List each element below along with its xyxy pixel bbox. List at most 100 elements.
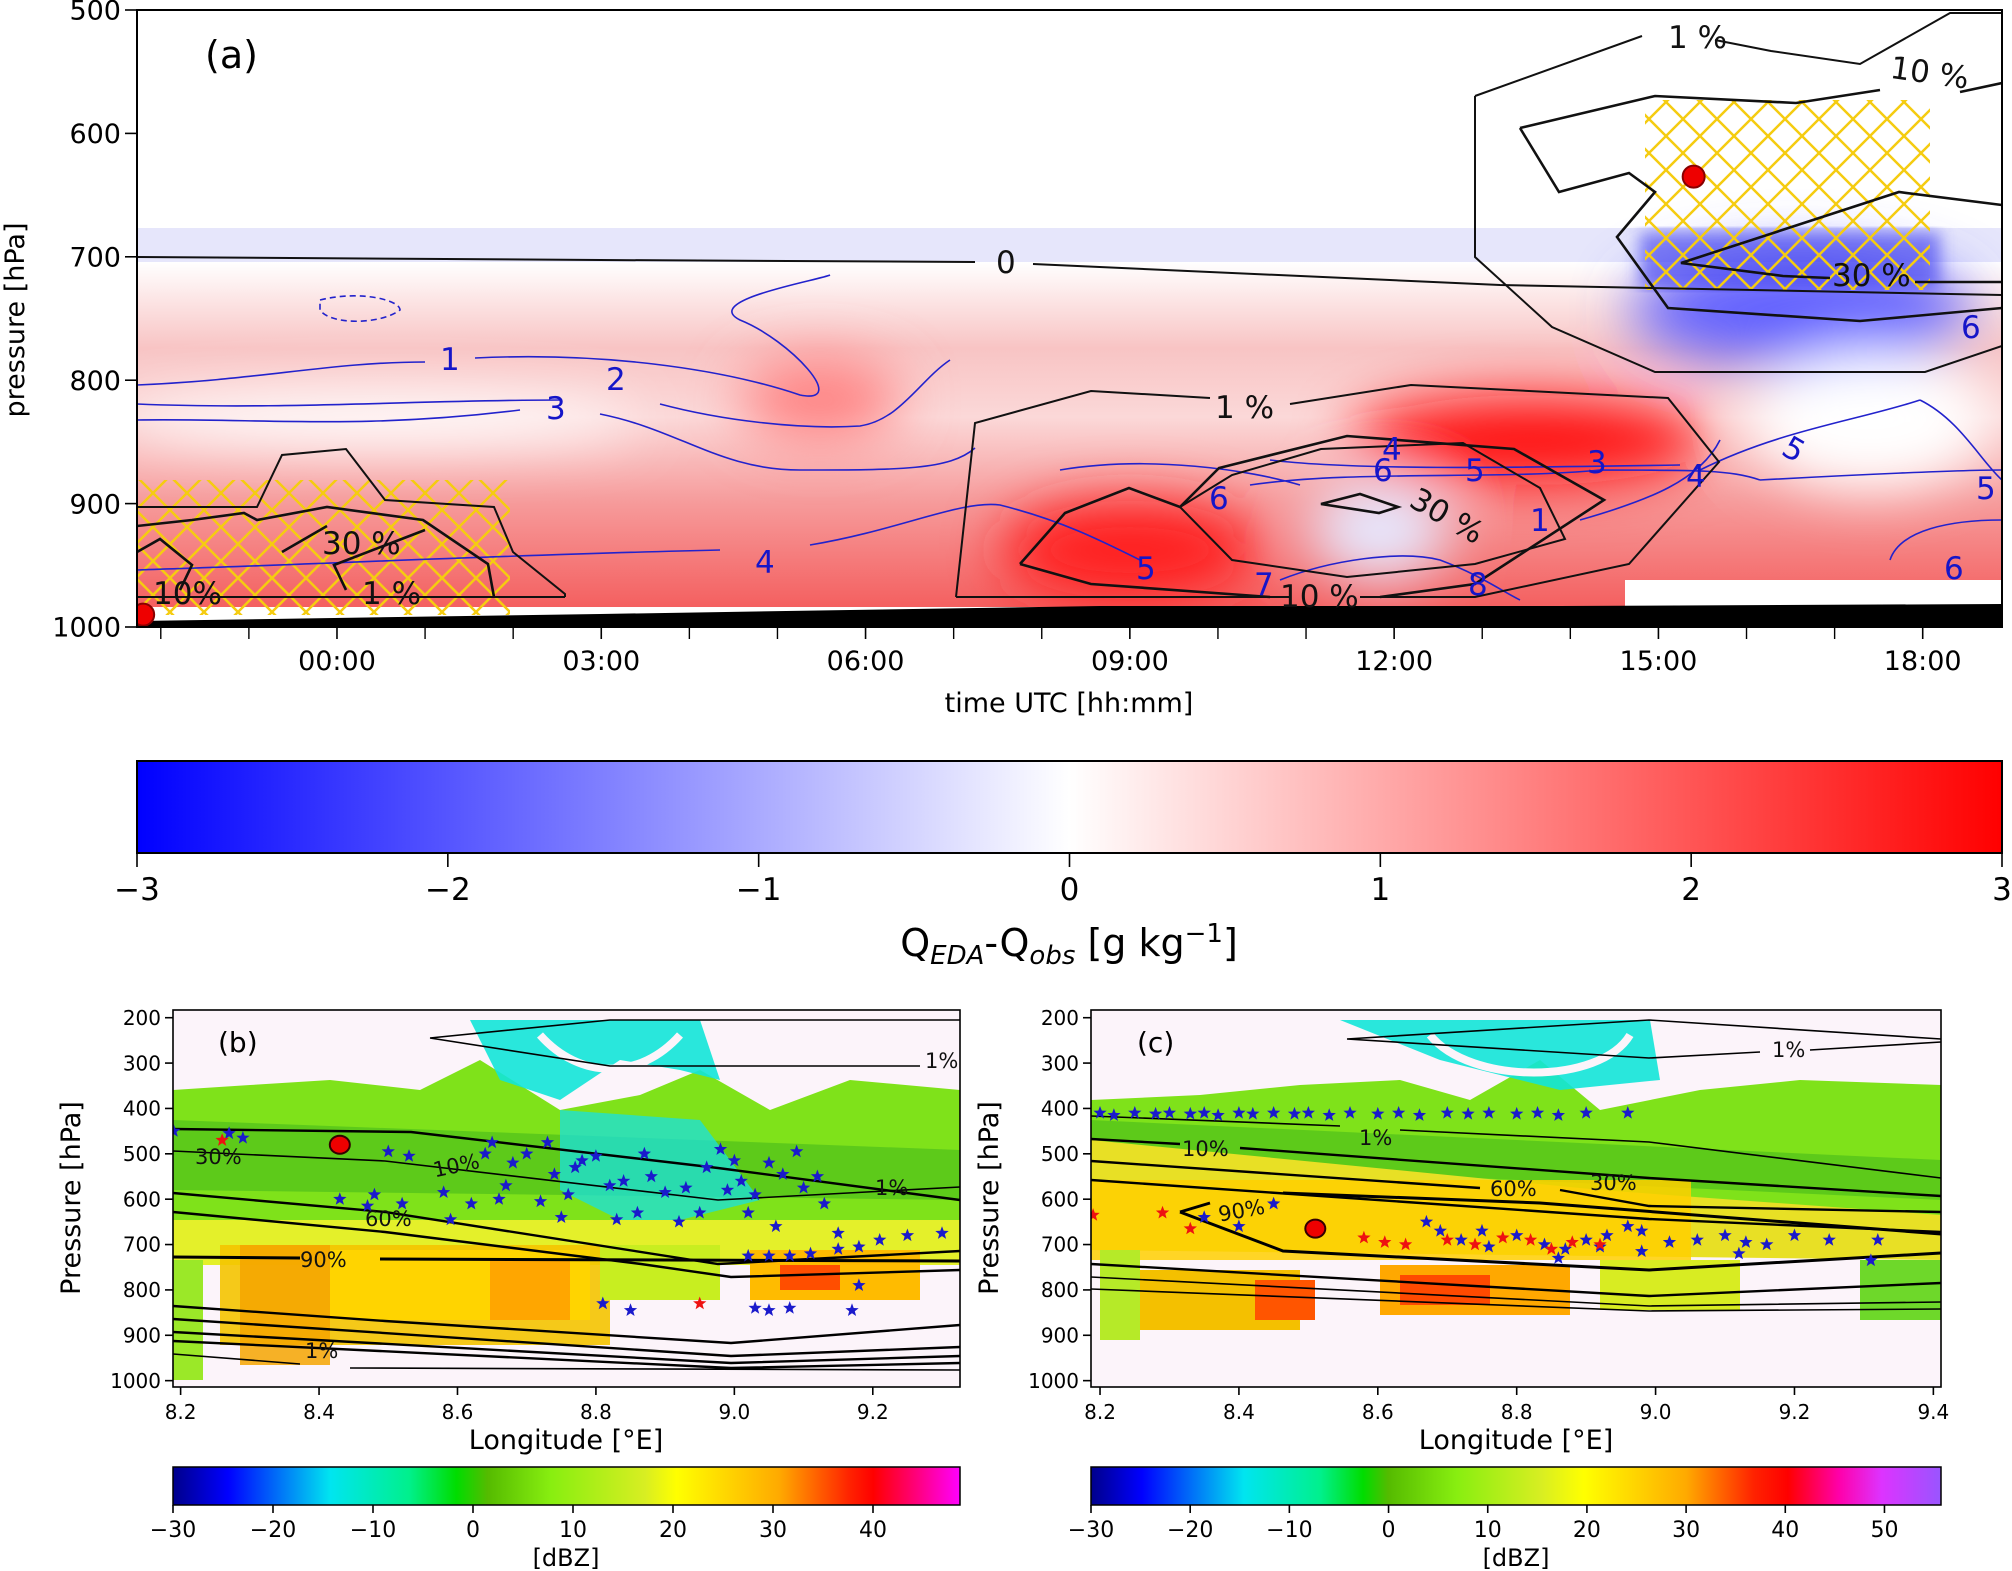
blue-star-marker — [520, 1146, 534, 1160]
blue-star-marker — [783, 1301, 797, 1314]
panel-a-axes: 00:00 03:00 06:00 09:00 12:00 15:00 18:0050060… — [52, 0, 1961, 677]
blue-star-marker — [360, 1199, 375, 1212]
contour-label: 1% — [875, 1176, 908, 1200]
y-tick-label: 900 — [1041, 1323, 1079, 1347]
contour-label: 30% — [195, 1145, 242, 1169]
blue-star-marker — [1343, 1106, 1357, 1119]
colorbar-c-ticks: −30 −20 −10 0 10 20 30 40 50 — [1068, 1505, 1898, 1543]
colorbar-tick-label: 3 — [1992, 872, 2012, 908]
blue-star-marker — [845, 1303, 859, 1316]
x-tick-label: 00:00 — [298, 646, 376, 677]
colorbar-c-label: [dBZ] — [1483, 1544, 1550, 1571]
colorbar-tick-label: −30 — [1068, 1518, 1114, 1543]
blue-star-marker — [596, 1296, 610, 1310]
blue-star-marker — [540, 1135, 555, 1149]
blue-star-marker — [679, 1180, 693, 1194]
colorbar-tick-label: 40 — [1771, 1518, 1799, 1543]
contour-label: 10% — [153, 576, 222, 612]
blue-star-marker — [1635, 1223, 1649, 1237]
blue-star-marker — [748, 1301, 762, 1314]
blue-star-marker — [333, 1192, 347, 1205]
x-tick-label: 9.4 — [1917, 1400, 1949, 1424]
blue-star-marker — [443, 1212, 458, 1226]
blue-star-marker — [713, 1142, 728, 1155]
panel-c-heatmap — [1091, 1010, 1941, 1387]
blue-star-marker — [1246, 1106, 1260, 1120]
y-tick-label: 1000 — [110, 1369, 161, 1393]
contour-label: 60% — [1490, 1177, 1537, 1201]
red-star-marker — [1523, 1233, 1538, 1246]
colorbar-tick-label: −1 — [736, 872, 782, 908]
panel-b-stars — [173, 1124, 949, 1316]
blue-star-marker — [1537, 1237, 1552, 1251]
blue-star-marker — [1183, 1106, 1197, 1120]
panel-c: (c) 1% 1% 10% 60% 30% 90% 8.2 8.4 8.6 8.8 9.… — [974, 1006, 1949, 1456]
colorbar-tick-label: −10 — [350, 1518, 396, 1543]
black-contours — [1091, 1019, 1941, 1312]
blue-star-marker — [741, 1248, 755, 1262]
colorbar-a: −3 −2 −1 0 1 2 3 QEDA-Qobs [g kg−1] — [114, 760, 2012, 971]
y-tick-label: 500 — [123, 1142, 161, 1166]
blue-star-marker — [533, 1194, 548, 1208]
panel-c-stars — [1091, 1106, 1885, 1267]
blue-star-marker — [734, 1174, 748, 1187]
red-star-marker — [1544, 1242, 1559, 1255]
contour-label: 1% — [305, 1339, 338, 1363]
colorbar-tick-label: 0 — [1060, 872, 1080, 908]
red-star-marker — [1593, 1237, 1607, 1251]
x-axis-label: time UTC [hh:mm] — [945, 688, 1194, 719]
blue-contours — [137, 274, 2002, 601]
y-tick-label: 1000 — [52, 613, 121, 644]
blue-star-marker — [693, 1205, 707, 1219]
blue-star-marker — [817, 1196, 831, 1210]
blue-star-marker — [810, 1169, 825, 1183]
blue-star-marker — [1211, 1108, 1225, 1121]
blue-star-marker — [790, 1144, 804, 1158]
x-tick-label: 9.0 — [1640, 1400, 1672, 1424]
blue-star-marker — [222, 1126, 236, 1140]
blue-star-marker — [1162, 1106, 1177, 1119]
blue-star-marker — [637, 1146, 651, 1160]
colorbar-a-label: QEDA-Qobs [g kg−1] — [900, 919, 1238, 971]
blue-star-marker — [852, 1239, 866, 1253]
blue-star-marker — [1662, 1235, 1677, 1248]
contour-label: 1 — [440, 342, 460, 378]
colorbar-tick-label: 1 — [1370, 872, 1390, 908]
blue-star-marker — [1600, 1228, 1614, 1242]
blue-star-marker — [796, 1180, 811, 1194]
blue-star-marker — [478, 1146, 492, 1160]
contour-label: 7 — [1254, 567, 1274, 603]
blue-star-marker — [1371, 1106, 1385, 1120]
colorbar-tick-label: 30 — [1672, 1518, 1700, 1543]
blue-star-marker — [402, 1149, 416, 1162]
blue-star-marker — [1760, 1237, 1774, 1251]
panel-a: (a) 1 % 10 % 30 % 0 1 % 30 % 10 % 30 % 1… — [0, 0, 2003, 719]
y-tick-label: 600 — [1041, 1187, 1079, 1211]
red-star-marker — [1357, 1230, 1371, 1244]
colorbar-tick-label: −30 — [150, 1518, 196, 1543]
blue-star-marker — [700, 1160, 714, 1174]
contour-label: 1% — [1772, 1038, 1805, 1062]
contour-label: 1 — [1530, 503, 1550, 539]
red-star-marker — [1440, 1233, 1454, 1246]
blue-star-marker — [1232, 1106, 1246, 1119]
y-tick-label: 300 — [123, 1051, 161, 1075]
colorbar-tick-label: −10 — [1266, 1518, 1312, 1543]
blue-star-marker — [1475, 1223, 1489, 1237]
colorbar-tick-label: 30 — [759, 1518, 787, 1543]
contour-label: 2 — [606, 362, 626, 398]
blue-star-marker — [741, 1205, 755, 1219]
contour-label: 90% — [300, 1248, 347, 1272]
red-star-marker — [1468, 1237, 1482, 1251]
red-marker — [1681, 164, 1706, 189]
colorbar-b-gradient — [172, 1466, 961, 1506]
colorbar-tick-label: −2 — [425, 872, 471, 908]
contour-label: 5 — [1976, 471, 1996, 507]
red-star-marker — [1378, 1235, 1392, 1248]
contour-label: 6 — [1209, 481, 1229, 517]
y-axis-label: pressure [hPa] — [0, 223, 31, 418]
blue-star-marker — [1197, 1210, 1211, 1223]
blue-star-marker — [1558, 1242, 1572, 1255]
red-marker — [1304, 1218, 1327, 1239]
